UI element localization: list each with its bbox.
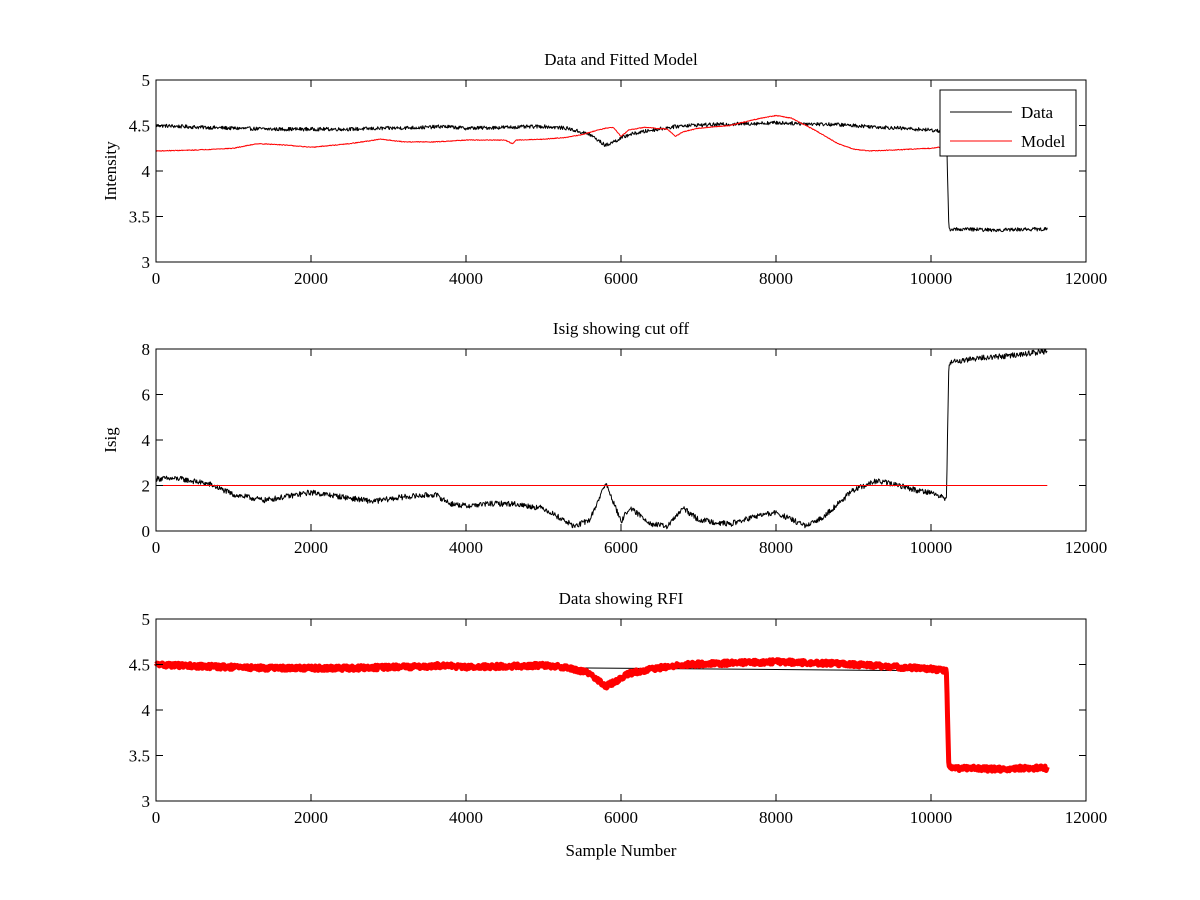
- x-tick-label: 2000: [294, 269, 328, 288]
- x-tick-label: 12000: [1065, 269, 1108, 288]
- chart-panel-3: 0 2000 4000 6000 8000 10000 12000 3 3.5 4 4.5 5 Data…: [129, 589, 1108, 860]
- legend: Data Model: [939, 89, 1077, 157]
- x-tick-label: 10000: [910, 269, 953, 288]
- y-tick-label: 6: [142, 386, 151, 405]
- y-tick-label: 4: [142, 701, 151, 720]
- y-tick-label: 3: [142, 792, 151, 811]
- y-tick-label: 8: [142, 340, 151, 359]
- x-tick-label: 0: [152, 538, 161, 557]
- series-rfi-line: [153, 657, 1050, 774]
- chart-title: Isig showing cut off: [553, 319, 689, 338]
- y-tick-label: 3.5: [129, 747, 150, 766]
- y-tick-label: 2: [142, 477, 151, 496]
- x-tick-label: 2000: [294, 538, 328, 557]
- x-tick-label: 4000: [449, 269, 483, 288]
- y-tick-label: 5: [142, 610, 151, 629]
- legend-label: Model: [1021, 132, 1066, 151]
- x-tick-label: 0: [152, 808, 161, 827]
- x-tick-label: 6000: [604, 538, 638, 557]
- y-axis-label: Intensity: [101, 141, 120, 201]
- y-tick-label: 0: [142, 522, 151, 541]
- x-tick-label: 12000: [1065, 538, 1108, 557]
- chart-panel-2: 0 2000 4000 6000 8000 10000 12000 0 2 4 6 8 Isig sho…: [101, 319, 1107, 557]
- x-tick-label: 0: [152, 269, 161, 288]
- y-tick-label: 3: [142, 253, 151, 272]
- y-tick-label: 4: [142, 431, 151, 450]
- x-axis-label: Sample Number: [566, 841, 677, 860]
- x-tick-label: 2000: [294, 808, 328, 827]
- series-data-line: [155, 120, 1048, 233]
- chart-title: Data and Fitted Model: [544, 50, 698, 69]
- y-tick-label: 4.5: [129, 656, 150, 675]
- legend-label: Data: [1021, 103, 1054, 122]
- x-tick-label: 8000: [759, 538, 793, 557]
- x-tick-label: 8000: [759, 808, 793, 827]
- x-tick-label: 10000: [910, 808, 953, 827]
- y-tick-label: 4: [142, 162, 151, 181]
- x-tick-label: 10000: [910, 538, 953, 557]
- y-tick-label: 5: [142, 71, 151, 90]
- x-tick-label: 8000: [759, 269, 793, 288]
- chart-panel-1: 0 2000 4000 6000 8000 10000 12000 3 3.5 4 4.5 5 Data…: [101, 50, 1107, 288]
- y-tick-label: 3.5: [129, 208, 150, 227]
- y-tick-label: 4.5: [129, 117, 150, 136]
- x-tick-label: 6000: [604, 269, 638, 288]
- y-axis-label: Isig: [101, 427, 120, 453]
- series-model-line: [155, 114, 947, 152]
- legend-box: [939, 89, 1077, 157]
- x-tick-label: 6000: [604, 808, 638, 827]
- x-tick-label: 12000: [1065, 808, 1108, 827]
- x-tick-label: 4000: [449, 808, 483, 827]
- chart-title: Data showing RFI: [559, 589, 684, 608]
- x-tick-label: 4000: [449, 538, 483, 557]
